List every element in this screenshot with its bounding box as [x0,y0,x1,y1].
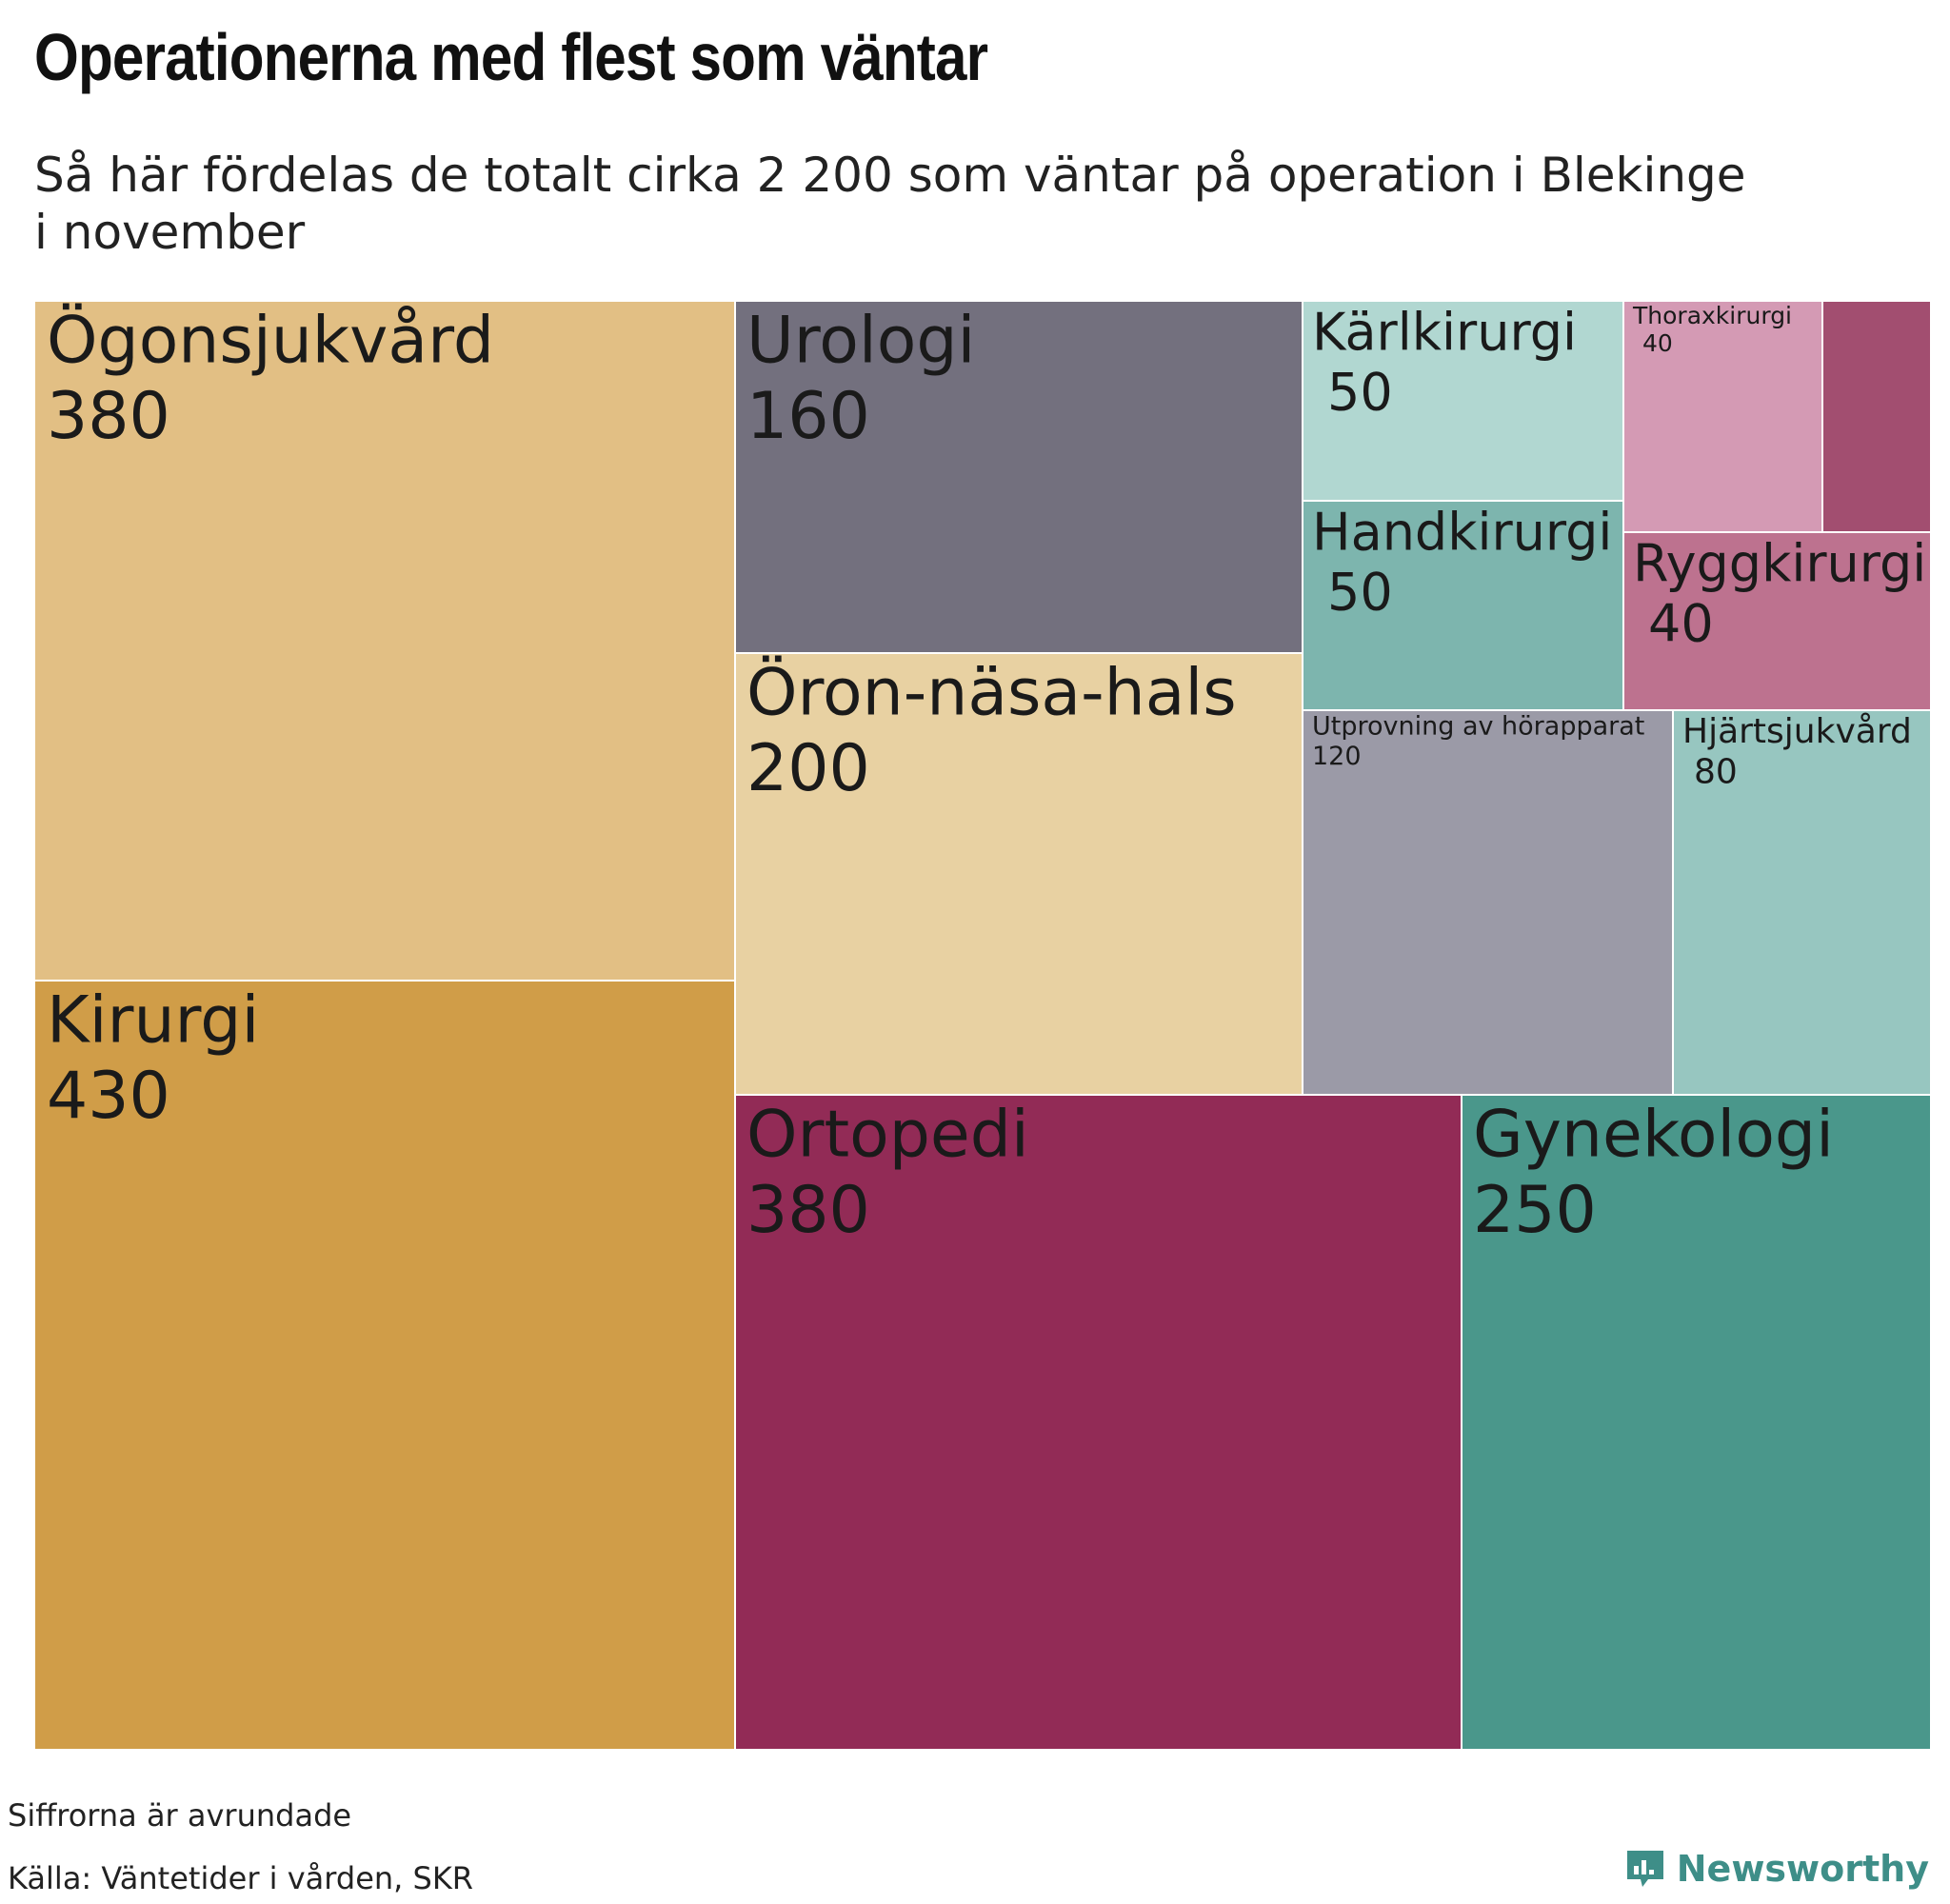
treemap-tile-kirurgi [33,980,736,1751]
value-label: 50 [1327,362,1393,422]
category-label: Handkirurgi [1312,502,1612,562]
treemap-tile-karlkirurgi [1302,300,1624,502]
brand-name: Newsworthy [1676,1848,1929,1890]
value-label: 160 [746,379,870,454]
source-note: Källa: Väntetider i vården, SKR [8,1860,474,1896]
newsworthy-bar-chart-icon [1626,1851,1663,1887]
value-label: 200 [746,731,870,806]
treemap-tile-hjartsjukvard [1672,709,1932,1096]
category-label: Hjärtsjukvård [1682,712,1912,751]
treemap-tile-utprovning-av-horapparat [1302,709,1674,1096]
value-label: 120 [1312,742,1362,771]
value-label: 380 [47,379,170,454]
value-label: 250 [1473,1173,1597,1248]
treemap-tile-ryggkirurgi [1622,531,1932,711]
newsworthy-logo: Newsworthy [1623,1847,1929,1891]
treemap-tile-thoraxkirurgi [1622,300,1823,533]
value-label: 40 [1642,329,1673,357]
chart-subtitle: Så här fördelas de totalt cirka 2 200 so… [34,148,1746,260]
category-label: Öron-näsa-hals [746,656,1237,731]
value-label: 430 [47,1059,170,1134]
category-label: Kirurgi [47,983,259,1059]
category-label: Ögonsjukvård [47,304,494,379]
category-label: Gynekologi [1473,1098,1834,1173]
category-label: Urologi [746,304,975,379]
category-label: Thoraxkirurgi [1632,302,1792,329]
value-label: 50 [1327,562,1393,622]
treemap-tile-handkirurgi [1302,500,1624,711]
value-label: 40 [1648,593,1714,653]
treemap-tile-oron-nasa-hals [734,652,1303,1096]
footnote: Siffrorna är avrundade [8,1797,352,1834]
category-label: Kärlkirurgi [1312,302,1577,362]
category-label: Utprovning av hörapparat [1312,712,1644,742]
value-label: 80 [1694,752,1738,791]
treemap-tile-gynekologi [1461,1094,1932,1751]
treemap-tile-unlabeled-9 [1821,300,1932,533]
category-label: Ortopedi [746,1098,1029,1173]
category-label: Ryggkirurgi [1633,533,1926,593]
treemap-cell-unlabeled-9 [1821,300,1932,533]
treemap-tile-ortopedi [734,1094,1462,1751]
value-label: 380 [746,1173,870,1248]
chart-title: Operationerna med flest som väntar [34,20,988,94]
